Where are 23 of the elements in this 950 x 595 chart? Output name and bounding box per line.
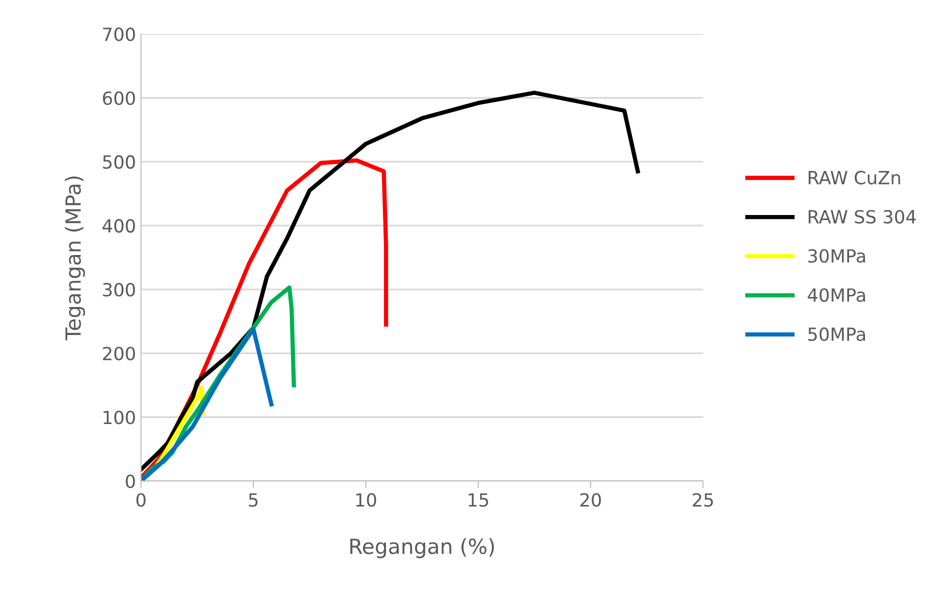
x-tick-label: 5 [249, 493, 258, 507]
x-axis-title: Regangan (%) [350, 538, 494, 558]
x-tick-label: 15 [468, 493, 488, 507]
line-series [141, 90, 640, 472]
legend-label: RAW SS 304 [808, 210, 916, 224]
y-tick-label: 300 [103, 282, 135, 297]
legend-label: 40MPa [808, 288, 865, 302]
legend-label: 30MPa [808, 249, 865, 263]
y-tick-label: 500 [103, 155, 135, 169]
x-tick-label: 0 [136, 493, 146, 507]
y-tick-label: 400 [102, 219, 135, 233]
y-tick-label: 0 [126, 474, 135, 488]
y-tick-label: 600 [102, 91, 135, 105]
y-tick-label: 700 [103, 27, 135, 42]
x-tick-label: 20 [580, 493, 601, 507]
y-axis-title: Tegangan (MPa) [64, 176, 86, 340]
y-tick-label: 200 [103, 346, 135, 360]
legend-label: 50MPa [808, 327, 865, 342]
legend-label: RAW CuZn [808, 170, 900, 184]
x-tick-label: 10 [356, 493, 376, 507]
x-tick-label: 25 [692, 493, 713, 507]
y-tick-label: 100 [104, 410, 135, 424]
line-series [141, 326, 274, 481]
